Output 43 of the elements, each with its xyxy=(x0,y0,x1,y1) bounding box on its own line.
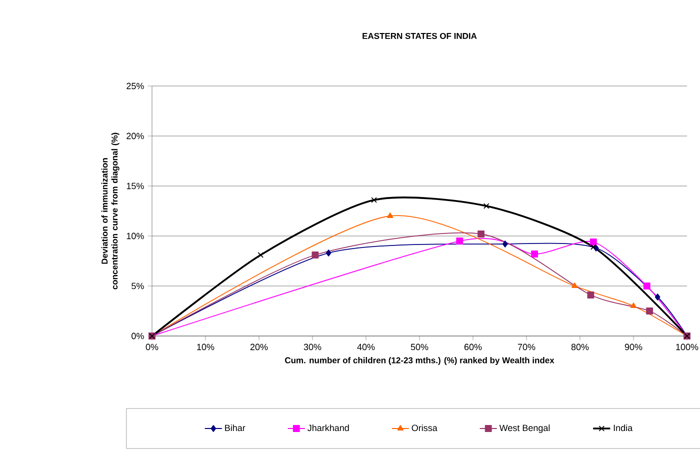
x-axis-title: Cum. number of children (12-23 mths.) (%) ranked by Wealth index xyxy=(285,357,554,365)
x-tick-label: 80% xyxy=(571,344,589,350)
point xyxy=(646,308,654,314)
x-tick-label: 10% xyxy=(197,344,214,350)
point xyxy=(531,250,538,258)
point xyxy=(590,238,597,246)
y-axis-title: Deviation of immunization concentration curve from diagonal (%) xyxy=(101,132,120,290)
y-tick-label: 10% xyxy=(126,232,144,240)
point xyxy=(654,294,660,300)
point xyxy=(590,244,596,250)
point xyxy=(483,203,490,209)
x-tick-label: 20% xyxy=(250,344,268,350)
point xyxy=(630,302,637,308)
x-tick-label: 40% xyxy=(357,344,375,350)
legend-label: India xyxy=(614,424,633,432)
x-tick-label: 60% xyxy=(464,344,482,350)
point xyxy=(456,238,464,244)
x-tick-label: 0% xyxy=(146,344,158,350)
chart-title: EASTERN STATES OF INDIA xyxy=(362,32,477,39)
point xyxy=(312,252,319,258)
x-tick-label: 90% xyxy=(624,344,642,350)
point xyxy=(478,230,484,238)
x-tick-label: 100% xyxy=(676,344,698,350)
y-tick-label: 15% xyxy=(126,182,144,190)
y-tick-label: 20% xyxy=(126,132,144,140)
point xyxy=(587,292,594,298)
point xyxy=(643,282,650,290)
point xyxy=(326,250,332,256)
legend-label: Bihar xyxy=(225,424,246,432)
point xyxy=(258,252,264,258)
y-tick-label: 5% xyxy=(132,282,144,290)
point xyxy=(502,240,508,248)
x-tick-label: 30% xyxy=(304,344,322,350)
x-tick-label: 70% xyxy=(518,344,536,350)
point xyxy=(371,197,377,203)
x-tick-label: 50% xyxy=(410,344,428,350)
y-tick-label: 0% xyxy=(132,332,144,340)
legend-label: Jharkhand xyxy=(308,424,349,432)
point xyxy=(387,212,394,218)
legend-label: West Bengal xyxy=(499,424,550,433)
y-tick-label: 25% xyxy=(126,82,144,90)
point xyxy=(572,282,578,288)
legend-label: Orissa xyxy=(412,424,438,432)
